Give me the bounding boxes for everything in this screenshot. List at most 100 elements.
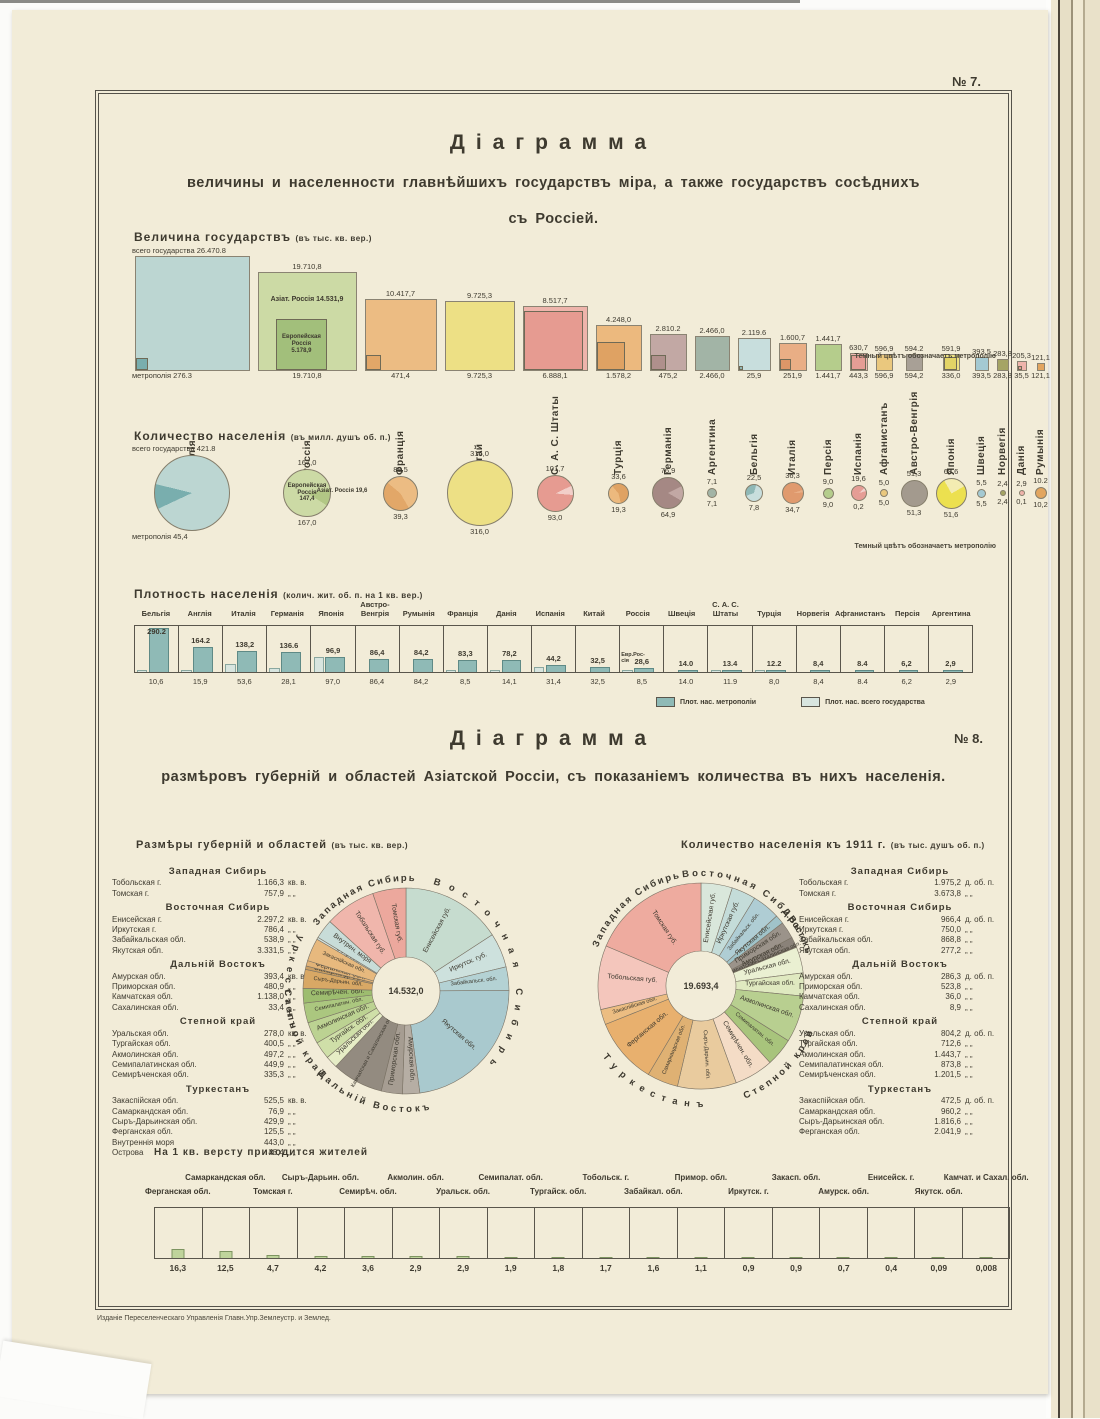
inhabitants-region-label: Семипалат. обл.: [478, 1173, 543, 1182]
state-size-col: 1.441,7 1.441,7: [812, 334, 844, 381]
state-pop-total: 2,9: [1016, 479, 1027, 488]
density-country-name: Китай: [583, 608, 605, 618]
inhabitants-cell: [345, 1208, 393, 1258]
state-size-total: 4.248,0: [605, 315, 632, 324]
inhabitants-value: 0,4: [885, 1263, 898, 1273]
state-pop-circle-wrap: [1034, 486, 1047, 500]
region-row: Сахалинская обл. 8,9 „ „: [799, 1003, 1001, 1013]
inhabitants-cell: [488, 1208, 535, 1258]
region-row: Енисейская г. 966,4 д. об. п.: [799, 915, 1001, 925]
areas-section-label: Размѣры губерній и областей (въ тыс. кв.…: [136, 835, 408, 853]
inhabitants-chart-labels: Ферганская обл. Самаркандская обл. Томская…: [145, 1173, 1029, 1203]
region-unit: „ „: [288, 1116, 296, 1126]
state-pop-total: 316,0: [470, 449, 489, 458]
region-row: Закаспійская обл. 525,5 кв. в.: [112, 1096, 324, 1106]
region-name: Уральская обл.: [799, 1028, 856, 1038]
region-value: 429,9: [263, 1116, 284, 1126]
state-pop-total: 5,5: [976, 477, 987, 487]
region-value: 868,8: [940, 935, 961, 945]
state-size-square: [996, 359, 1009, 371]
density-bar-metro: [766, 670, 787, 672]
density-metro-value: 12.2: [766, 659, 782, 668]
region-row: Тургайская обл. 712,6 „ „: [799, 1039, 1001, 1049]
inhabitants-value: 4,7: [266, 1263, 279, 1273]
density-section-units: (колич. жит. об. п. на 1 кв. вер.): [283, 591, 423, 600]
region-row: Сыръ-Дарьинская обл. 1.816,6 „ „: [799, 1117, 1001, 1127]
population1911-section-units: (въ тыс. душъ об. п.): [890, 841, 985, 850]
inhabitants-bar: [789, 1257, 803, 1258]
metropole-note-1: Темный цвѣтъ обозначаетъ метрополію: [854, 353, 996, 360]
state-pop-metro: 5,5: [976, 498, 987, 508]
state-pop-metro: 9,0: [822, 499, 834, 509]
region-name: Забайкальская обл.: [112, 935, 186, 945]
state-pop-col: 101,7 93,0: [520, 443, 590, 543]
density-bar-metro: [854, 670, 875, 672]
region-row: Иркутская г. 786,4 „ „: [112, 925, 324, 935]
state-size-metro: 471,4: [391, 371, 410, 380]
inhabitants-bar: [266, 1255, 280, 1258]
region-name: Уральская обл.: [112, 1028, 169, 1038]
density-cell: 164.2: [179, 626, 224, 672]
density-state-value: 32,5: [590, 677, 605, 686]
state-pop-col: 7,1 7,1: [692, 443, 732, 543]
density-state-value: 31,4: [546, 677, 561, 686]
state-size-total: 2.466,0: [699, 326, 725, 335]
density-bar-metro: [722, 670, 743, 672]
density-bar-metro: [413, 659, 434, 672]
state-pop-circle: [822, 487, 834, 499]
state-pop-metro: 0,2: [853, 502, 864, 511]
inhabitants-chart-box: [154, 1207, 1010, 1259]
region-name: Иркутская г.: [112, 925, 157, 935]
state-pop-total: 68,6: [943, 466, 959, 476]
size-section-title: Величина государствъ: [134, 230, 291, 244]
legend-metropole-swatch: [656, 697, 675, 707]
pie-slice: [605, 998, 684, 1075]
pie-center-total: 19.693,4: [683, 981, 718, 991]
diagram7-title: Діаграмма: [449, 131, 658, 154]
pie-slice: [597, 945, 670, 1010]
state-size-col: 2.119.6 25,9: [735, 328, 773, 381]
state-size-square: [1036, 363, 1045, 371]
density-bar-metro: [589, 667, 610, 672]
state-pop-metro: 93,0: [547, 512, 563, 522]
density-state-value: 28,1: [281, 677, 296, 686]
region-group-header: Восточная Сибирь: [847, 902, 953, 914]
region-unit: кв. в.: [288, 1028, 307, 1038]
region-name: Тургайская обл.: [799, 1039, 858, 1049]
region-group-header: Степной край: [179, 1016, 257, 1028]
region-value: 443,0: [263, 1137, 284, 1147]
region-unit: „ „: [965, 1059, 973, 1069]
region-name: Острова: [112, 1148, 144, 1158]
region-name: Семипалатинская обл.: [799, 1059, 884, 1069]
region-value: 712,6: [940, 1039, 961, 1049]
region-unit: д. об. п.: [965, 878, 995, 888]
density-metro-value: 44,2: [546, 654, 561, 663]
region-name: Ферганская обл.: [799, 1127, 860, 1137]
state-size-square: [364, 299, 437, 371]
density-section-label: Плотность населенія (колич. жит. об. п. …: [134, 585, 423, 603]
inhabitants-region-label: Акмолин. обл.: [387, 1173, 444, 1182]
state-size-metro: 6.888,1: [542, 371, 568, 380]
plate-number-7: № 7.: [952, 74, 981, 89]
inhabitants-cell: [868, 1208, 915, 1258]
density-metro-value: 83,3: [458, 649, 473, 658]
region-value: 1.975,2: [934, 878, 961, 888]
region-row: Тургайская обл. 400,5 „ „: [112, 1039, 324, 1049]
state-pop-circle: [652, 477, 684, 509]
region-value: 966,4: [940, 914, 961, 924]
region-row: Сахалинская обл. 33,4 „ „: [112, 1003, 324, 1013]
region-name: Амурская обл.: [799, 971, 853, 981]
inhabitants-value: 0,9: [790, 1263, 802, 1273]
inhabitants-bar: [456, 1256, 470, 1258]
state-pop-circle: [383, 475, 418, 511]
region-value: 2.297,2: [257, 914, 284, 924]
state-pop-metro: 0,1: [1016, 497, 1027, 506]
state-pop-col: 9,0 9,0: [812, 443, 844, 543]
density-metro-value: 78,2: [502, 649, 517, 658]
state-pop-circle-wrap: [154, 454, 230, 532]
density-bar-state: [710, 670, 721, 672]
state-size-metro: метрополія 276.3: [132, 371, 192, 380]
inhabitants-value: 1,7: [599, 1263, 612, 1273]
region-unit: „ „: [288, 925, 296, 935]
state-pop-circle-wrap: [822, 487, 834, 500]
